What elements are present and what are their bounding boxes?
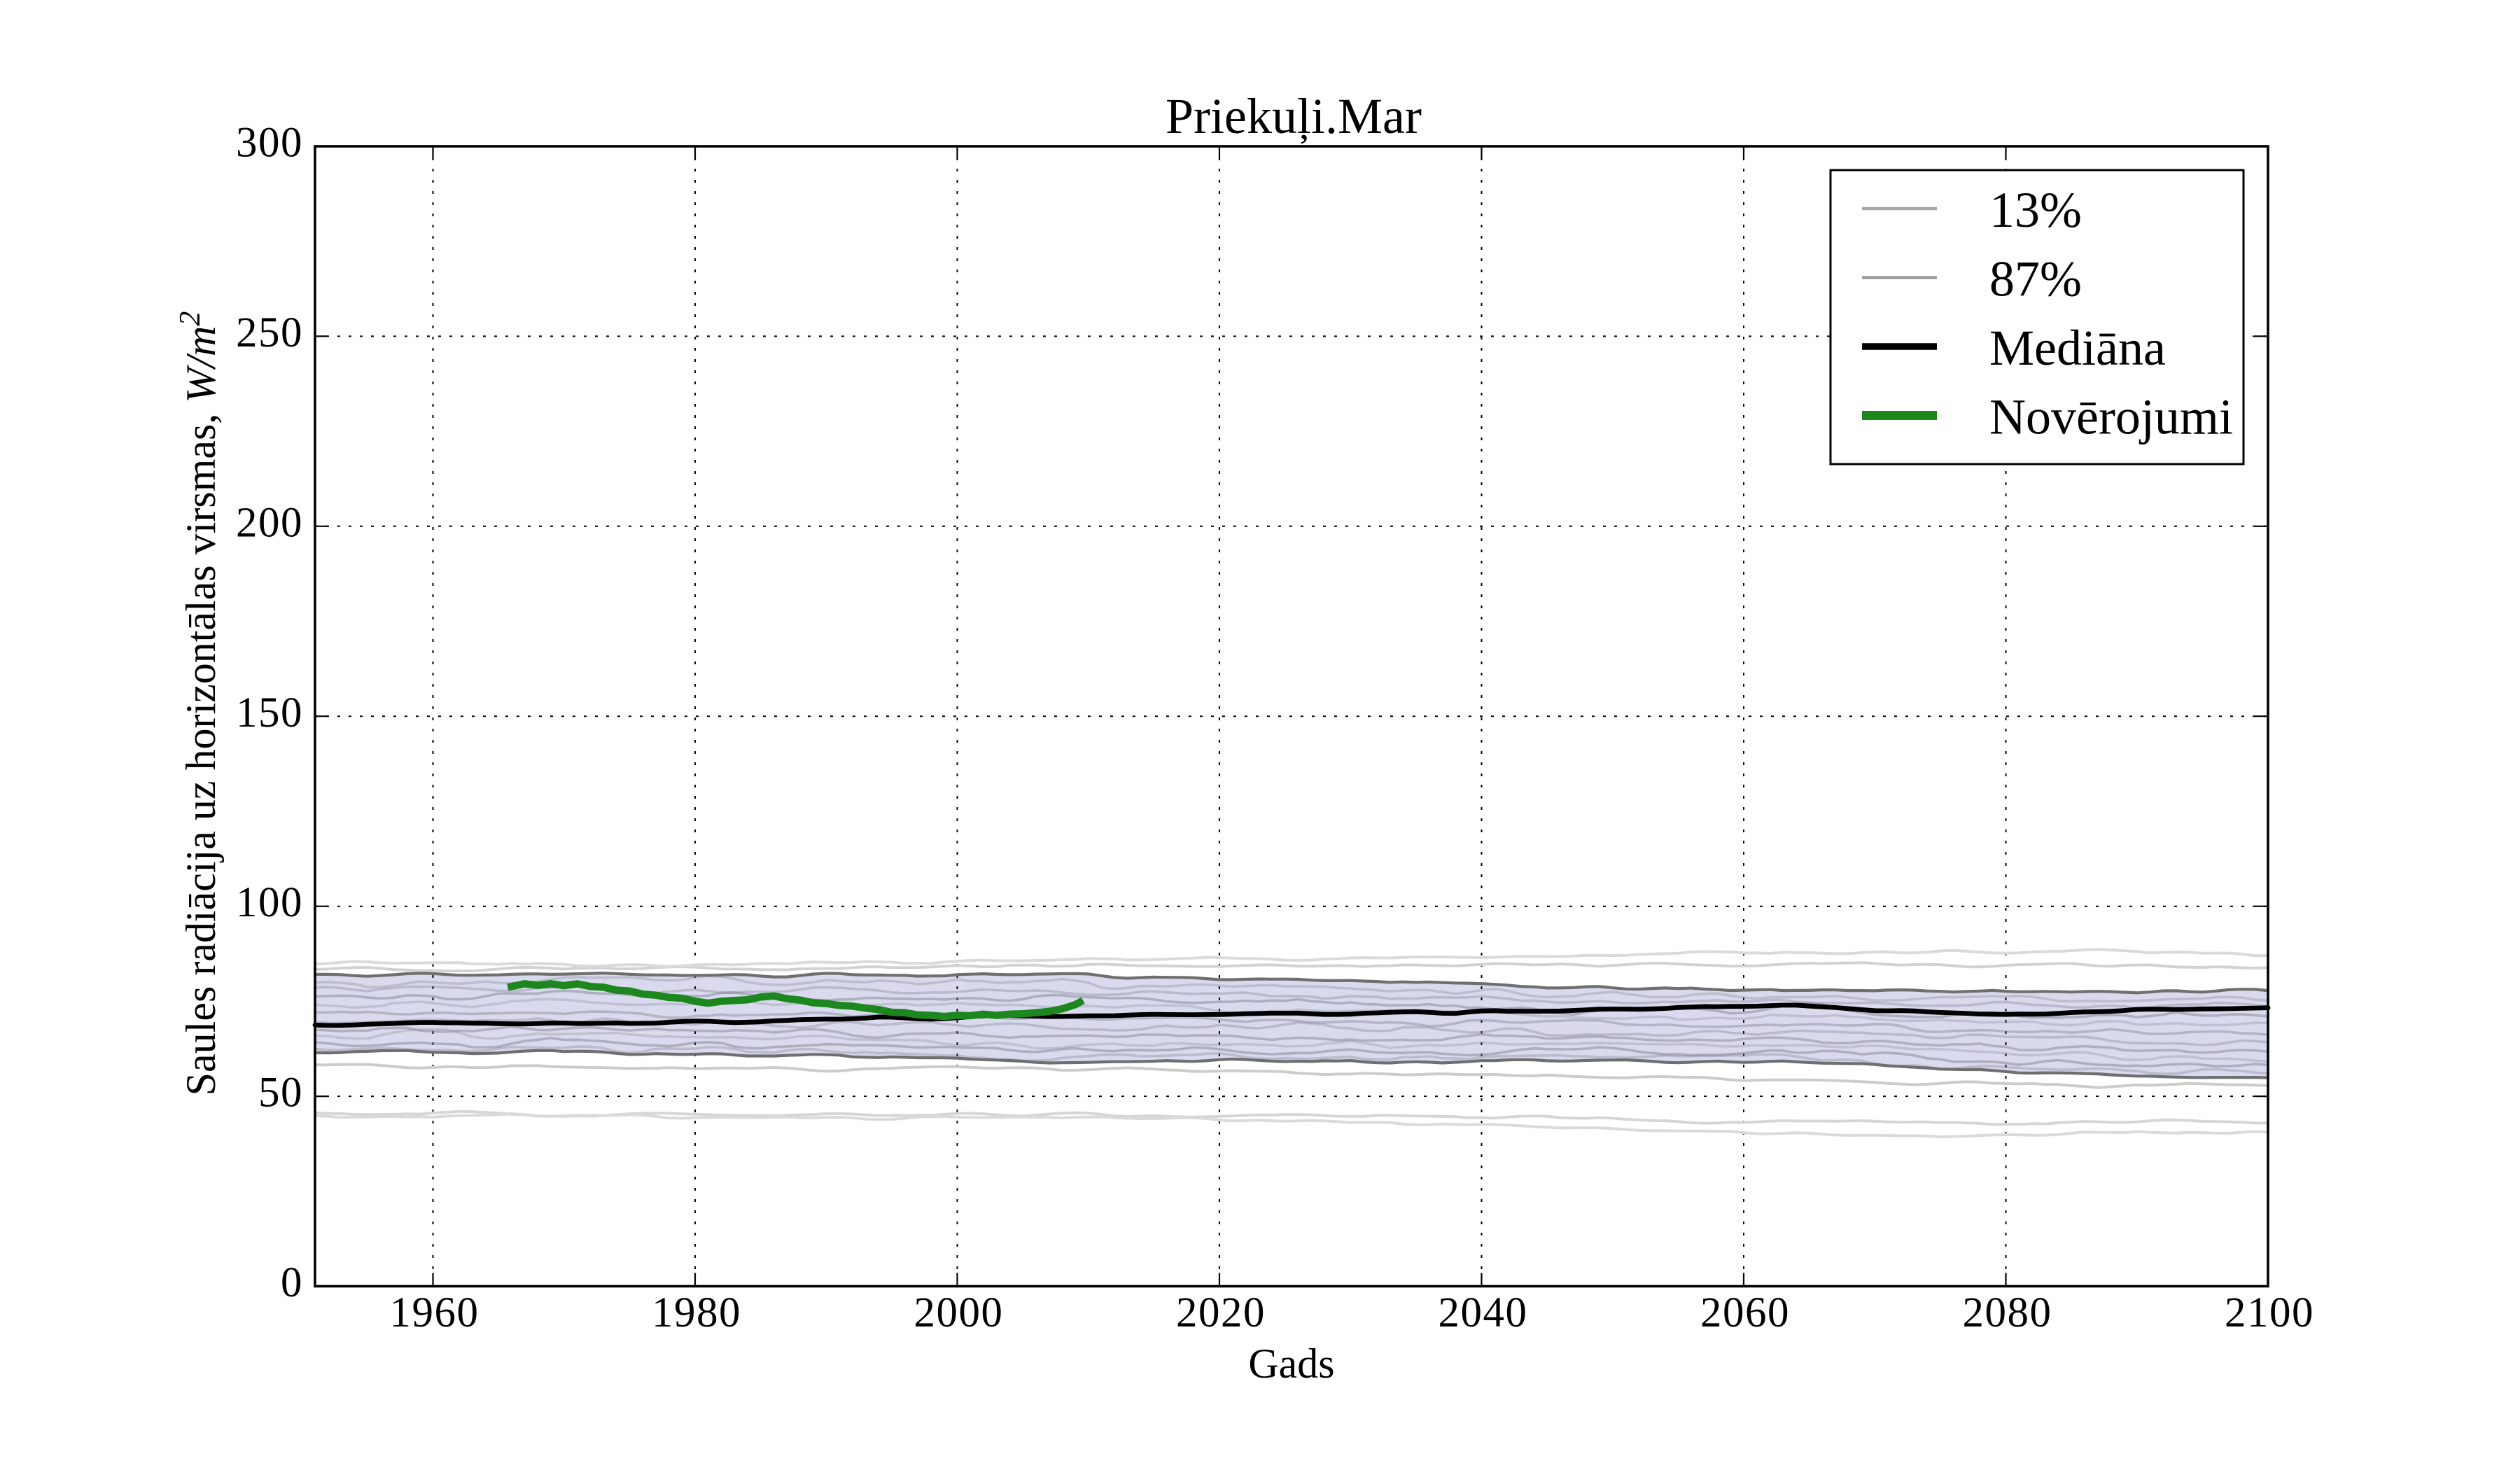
svg-text:Priekuļi.Mar: Priekuļi.Mar: [1166, 88, 1422, 144]
svg-text:150: 150: [236, 690, 303, 736]
svg-text:200: 200: [236, 499, 303, 546]
svg-text:13%: 13%: [1989, 182, 2082, 238]
svg-text:2040: 2040: [1438, 1289, 1528, 1336]
svg-text:Saules radiācija uz horizontāl: Saules radiācija uz horizontālas virsmas…: [174, 312, 224, 1096]
svg-text:300: 300: [236, 120, 303, 167]
svg-text:2060: 2060: [1700, 1289, 1790, 1336]
svg-text:87%: 87%: [1989, 251, 2082, 307]
svg-text:Mediāna: Mediāna: [1989, 320, 2166, 376]
svg-text:250: 250: [236, 309, 303, 356]
svg-text:Novērojumi: Novērojumi: [1989, 389, 2233, 445]
svg-text:1960: 1960: [390, 1289, 479, 1336]
svg-text:2080: 2080: [1963, 1289, 2052, 1336]
svg-text:Gads: Gads: [1248, 1340, 1334, 1387]
svg-text:50: 50: [258, 1070, 303, 1116]
svg-text:2100: 2100: [2225, 1289, 2314, 1336]
svg-text:0: 0: [281, 1259, 303, 1306]
svg-text:2020: 2020: [1176, 1289, 1266, 1336]
svg-text:2000: 2000: [914, 1289, 1004, 1336]
svg-text:1980: 1980: [652, 1289, 741, 1336]
svg-text:100: 100: [236, 879, 303, 926]
